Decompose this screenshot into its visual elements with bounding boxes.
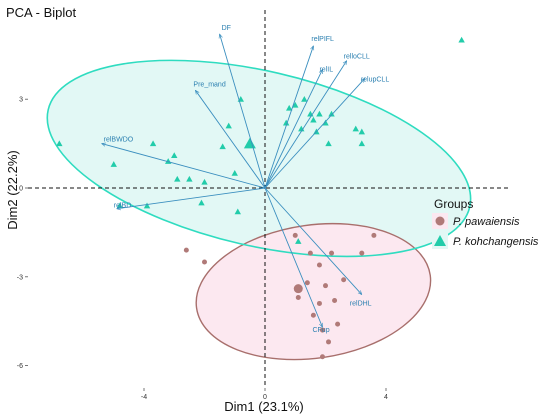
loading-arrow-relbd bbox=[117, 187, 266, 209]
kohchangensis-point-2 bbox=[149, 140, 157, 147]
legend-title: Groups bbox=[434, 197, 473, 211]
kohchangensis-ellipse-outline bbox=[46, 59, 472, 258]
kohchangensis-point-27 bbox=[358, 140, 365, 147]
kohchangensis-point-32 bbox=[295, 238, 302, 244]
kohchangensis-point-31 bbox=[198, 199, 205, 206]
legend-label-pawaiensis: P. pawaiensis bbox=[453, 216, 520, 228]
pawaiensis-point-12 bbox=[332, 297, 338, 303]
kohchangensis-point-7 bbox=[186, 175, 193, 182]
loading-arrow-cfup bbox=[264, 187, 322, 327]
x-tick-label-0: -4 bbox=[141, 394, 147, 401]
pawaiensis-point-15 bbox=[335, 321, 341, 327]
loading-label-reldhl: relDHL bbox=[350, 301, 372, 308]
pawaiensis-point-7 bbox=[371, 232, 377, 238]
loading-label-df: DF bbox=[222, 25, 231, 32]
pawaiensis-point-10 bbox=[295, 295, 301, 301]
loading-label-rellocll: relloCLL bbox=[344, 54, 370, 61]
pawaiensis-point-2 bbox=[292, 232, 298, 238]
pawaiensis-point-4 bbox=[329, 250, 335, 256]
kohchangensis-point-22 bbox=[328, 110, 335, 117]
pawaiensis-ellipse-fill bbox=[196, 223, 431, 360]
loading-arrow-relil bbox=[264, 70, 323, 189]
kohchangensis-point-24 bbox=[358, 128, 365, 135]
loading-label-relupcll: relupCLL bbox=[361, 76, 390, 83]
pawaiensis-point-14 bbox=[319, 327, 325, 333]
loading-label-relbwdo: relBWDO bbox=[104, 137, 134, 144]
pawaiensis-point-11 bbox=[316, 300, 322, 306]
loading-label-relbd: relBD bbox=[114, 203, 132, 210]
kohchangensis-point-11 bbox=[225, 122, 232, 129]
kohchangensis-point-0 bbox=[458, 36, 465, 43]
kohchangensis-ellipse-fill bbox=[47, 60, 471, 257]
kohchangensis-point-17 bbox=[298, 125, 305, 132]
kohchangensis-point-18 bbox=[310, 116, 317, 123]
plot-area: DF Pre_mand relPIFL relIL relloCLL relupCLL re… bbox=[17, 10, 508, 401]
kohchangensis-point-20 bbox=[316, 110, 323, 117]
kohchangensis-point-6 bbox=[174, 175, 181, 182]
loading-arrow-relbwdo bbox=[102, 144, 266, 189]
y-tick-label-0: 3 bbox=[19, 97, 23, 104]
x-tick-label-1: 0 bbox=[263, 394, 267, 401]
loading-label-relpifl: relPIFL bbox=[311, 36, 334, 43]
loading-label-relil: relIL bbox=[319, 67, 333, 74]
loading-label-cfup: CFup bbox=[312, 327, 329, 334]
pawaiensis-point-5 bbox=[316, 262, 322, 268]
kohchangensis-point-5 bbox=[110, 161, 117, 167]
pawaiensis-point-13 bbox=[310, 312, 316, 318]
plot-clip-group: DF Pre_mand relPIFL relIL relloCLL relupCLL re… bbox=[28, 10, 508, 388]
pawaiensis-mean-point bbox=[293, 284, 303, 294]
loading-arrow-relpifl bbox=[264, 46, 313, 189]
loading-arrow-reldhl bbox=[264, 187, 362, 295]
x-tick-label-2: 4 bbox=[384, 394, 388, 401]
loading-arrow-df bbox=[220, 34, 266, 189]
pawaiensis-point-1 bbox=[202, 259, 207, 265]
kohchangensis-point-15 bbox=[286, 104, 293, 111]
legend-circle-icon bbox=[435, 216, 445, 226]
y-tick-label-3: -6 bbox=[17, 363, 23, 370]
kohchangensis-point-29 bbox=[301, 96, 308, 102]
kohchangensis-point-8 bbox=[201, 178, 208, 185]
y-tick-label-2: -3 bbox=[17, 274, 23, 281]
y-axis-title: Dim2 (22.2%) bbox=[5, 150, 20, 229]
kohchangensis-point-30 bbox=[234, 208, 241, 215]
kohchangensis-point-26 bbox=[325, 140, 332, 147]
loading-label-pre-mand: Pre_mand bbox=[193, 81, 225, 88]
legend-label-kohchangensis: P. kohchangensis bbox=[453, 236, 539, 248]
pawaiensis-point-6 bbox=[359, 250, 365, 256]
pawaiensis-point-9 bbox=[323, 283, 328, 289]
kohchangensis-point-16 bbox=[282, 119, 290, 126]
pawaiensis-point-8 bbox=[304, 280, 310, 286]
pawaiensis-point-3 bbox=[307, 250, 313, 256]
kohchangensis-point-23 bbox=[352, 125, 359, 132]
kohchangensis-point-10 bbox=[143, 202, 151, 209]
legend-triangle-icon bbox=[434, 235, 446, 246]
loading-arrow-rellocll bbox=[264, 61, 347, 189]
pawaiensis-point-16 bbox=[326, 339, 332, 345]
loading-arrow-pre-mand bbox=[195, 90, 266, 189]
y-tick-label-1: 0 bbox=[19, 186, 23, 193]
loading-arrow-relupcll bbox=[264, 78, 365, 189]
kohchangensis-point-12 bbox=[219, 143, 226, 150]
kohchangensis-point-13 bbox=[231, 170, 238, 176]
legend: Groups P. pawaiensis P. kohchangensis bbox=[432, 197, 539, 249]
x-axis-title: Dim1 (23.1%) bbox=[224, 399, 303, 414]
pawaiensis-point-17 bbox=[319, 354, 325, 360]
kohchangensis-point-1 bbox=[56, 140, 63, 147]
chart-title: PCA - Biplot bbox=[6, 5, 76, 20]
kohchangensis-point-3 bbox=[171, 152, 178, 158]
pawaiensis-point-18 bbox=[341, 277, 347, 283]
pawaiensis-point-0 bbox=[183, 247, 189, 253]
kohchangensis-point-19 bbox=[292, 101, 299, 108]
